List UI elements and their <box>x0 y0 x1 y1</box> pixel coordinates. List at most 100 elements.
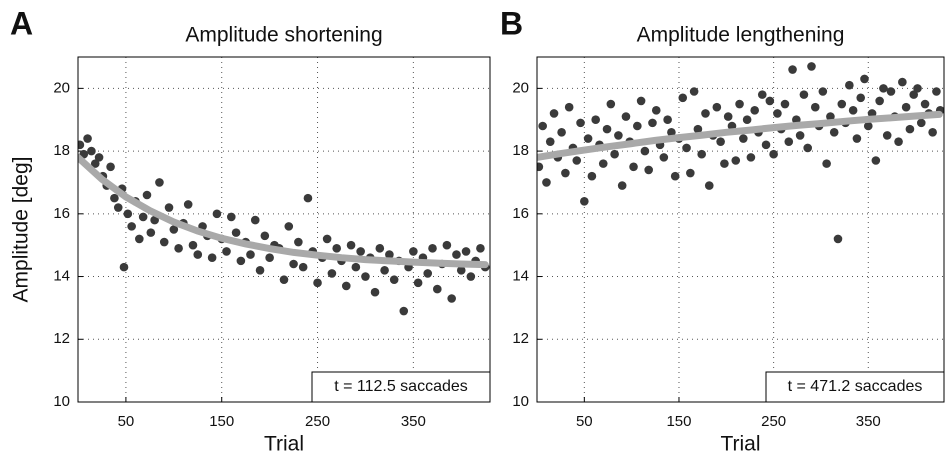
data-point <box>742 115 752 125</box>
data-point <box>193 250 203 259</box>
data-point <box>701 109 710 118</box>
data-point <box>829 127 839 137</box>
x-tick-label: 150 <box>666 413 691 430</box>
data-point <box>409 247 418 256</box>
y-tick-label: 20 <box>53 79 70 96</box>
data-point <box>183 200 193 209</box>
data-point <box>456 265 466 275</box>
data-point <box>712 102 722 112</box>
data-point <box>375 244 385 253</box>
data-point <box>913 84 922 93</box>
data-point <box>591 115 600 125</box>
data-point <box>765 96 775 106</box>
data-point <box>894 137 903 146</box>
data-point <box>119 262 129 272</box>
axes-frame <box>77 56 491 403</box>
panel-letter: B <box>500 5 523 41</box>
data-point <box>856 93 866 103</box>
data-point <box>848 106 858 115</box>
data-point <box>583 134 593 143</box>
y-tick-label: 18 <box>512 142 529 159</box>
data-point <box>303 193 313 203</box>
data-point <box>682 143 691 153</box>
data-point <box>644 165 653 175</box>
data-point <box>909 90 919 99</box>
data-point <box>423 269 433 278</box>
data-point <box>561 168 570 178</box>
data-point <box>549 109 559 118</box>
data-point <box>723 112 733 121</box>
data-point <box>901 102 911 112</box>
data-point <box>670 171 680 181</box>
data-point <box>90 159 100 168</box>
data-point <box>860 74 869 84</box>
data-point <box>279 275 289 284</box>
data-point <box>135 234 144 244</box>
data-point <box>863 121 873 131</box>
data-point <box>298 262 308 272</box>
data-point <box>697 149 706 159</box>
data-point <box>845 80 854 90</box>
data-point <box>260 231 270 241</box>
y-tick-label: 14 <box>53 268 70 285</box>
data-point <box>837 99 847 109</box>
data-point <box>739 134 748 143</box>
data-point <box>557 127 566 137</box>
data-point <box>580 196 589 206</box>
data-point <box>127 222 136 231</box>
y-tick-label: 10 <box>512 393 529 410</box>
data-point <box>313 278 322 288</box>
data-point <box>207 253 217 263</box>
data-point <box>150 215 159 225</box>
data-point <box>341 281 351 291</box>
y-tick-label: 20 <box>512 79 529 96</box>
data-point <box>882 131 892 140</box>
data-point <box>633 121 642 131</box>
fit-curve <box>537 110 943 161</box>
data-point <box>704 181 714 190</box>
x-tick-label: 50 <box>576 413 593 430</box>
data-point <box>113 203 123 212</box>
data-point <box>461 247 471 256</box>
data-point <box>389 275 399 284</box>
data-point <box>648 118 657 128</box>
data-point <box>795 131 805 140</box>
data-point <box>83 134 92 143</box>
data-point <box>689 87 699 96</box>
data-point <box>164 203 174 212</box>
data-point <box>621 112 631 121</box>
data-point <box>667 127 676 137</box>
data-point <box>617 181 627 190</box>
data-point <box>142 190 152 200</box>
data-point <box>807 62 816 71</box>
data-point <box>833 234 843 244</box>
data-point <box>852 134 862 143</box>
data-point <box>332 244 341 253</box>
fit-curve <box>78 153 489 269</box>
data-point <box>735 99 744 109</box>
data-point <box>746 153 756 162</box>
x-tick-label: 50 <box>118 413 135 430</box>
axes-frame <box>536 56 945 403</box>
y-tick-label: 18 <box>53 142 70 159</box>
data-point <box>231 228 241 237</box>
data-point <box>351 262 361 272</box>
y-tick-label: 16 <box>53 205 70 222</box>
data-point <box>188 240 198 250</box>
data-point <box>898 77 907 87</box>
data-point <box>174 244 183 253</box>
data-point <box>250 215 260 225</box>
data-point <box>610 149 619 159</box>
data-point <box>476 244 485 253</box>
data-point <box>356 247 365 256</box>
data-point <box>447 294 456 303</box>
data-point <box>769 149 778 159</box>
y-tick-label: 14 <box>512 268 529 285</box>
data-point <box>651 106 661 115</box>
x-tick-label: 350 <box>401 413 426 430</box>
data-point <box>822 159 831 168</box>
data-point <box>370 287 380 297</box>
data-point <box>327 269 337 278</box>
data-point <box>106 162 115 172</box>
data-point <box>693 124 703 134</box>
